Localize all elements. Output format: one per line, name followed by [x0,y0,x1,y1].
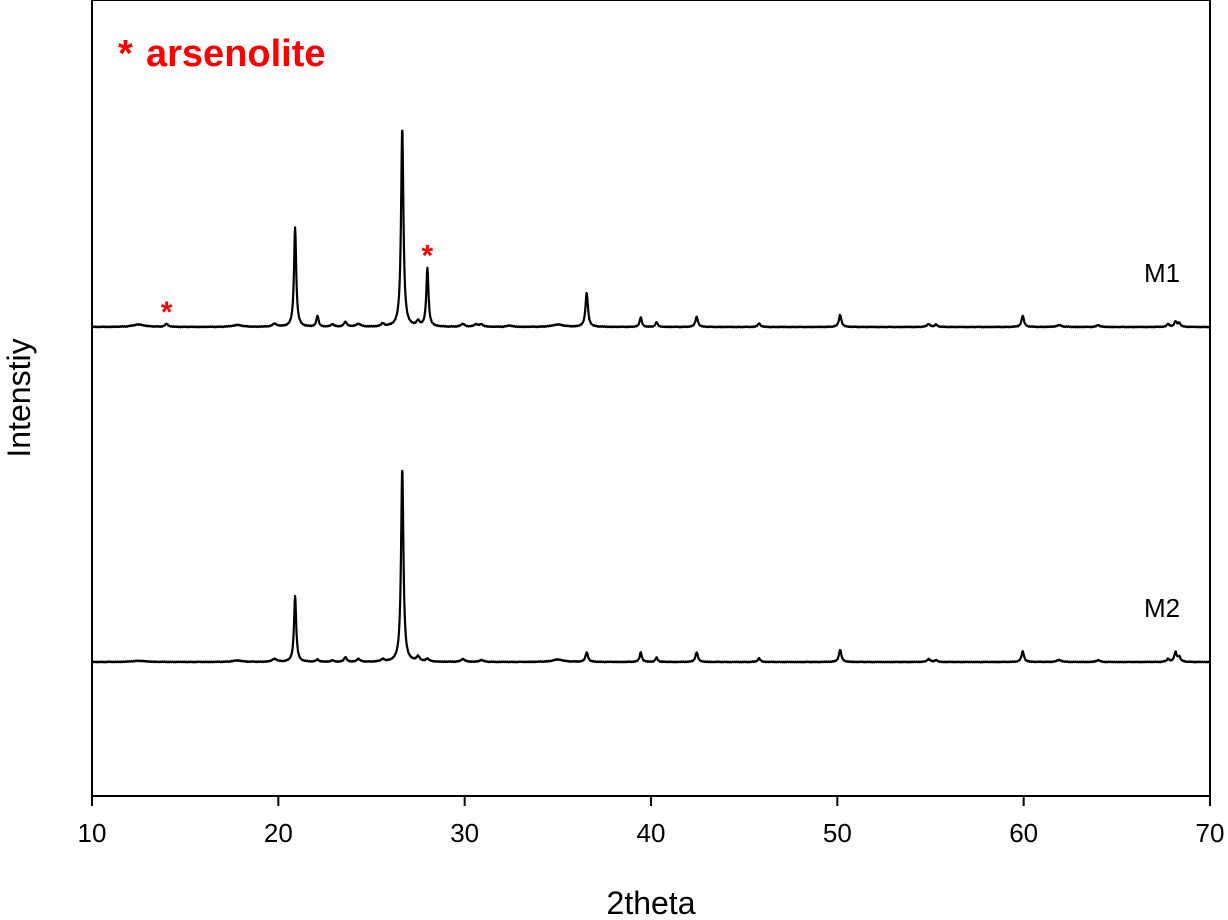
x-tick-label: 70 [1196,818,1225,848]
legend: * arsenolite [118,33,326,75]
x-tick-label: 30 [450,818,479,848]
legend-label: arsenolite [146,33,326,75]
series-label-m1: M1 [1144,258,1180,288]
series-label-m2: M2 [1144,593,1180,623]
arsenolite-marker: * [422,240,434,273]
arsenolite-markers: ** [161,240,434,330]
y-axis-title: Intenstiy [1,338,37,457]
x-axis-title: 2theta [607,885,696,920]
x-tick-label: 20 [264,818,293,848]
plot-area-frame [91,0,1211,797]
x-tick-label: 40 [637,818,666,848]
x-tick-label: 10 [78,818,107,848]
diffraction-traces [91,129,1211,664]
series-labels: M1 M2 [1144,258,1180,623]
legend-marker: * [118,33,133,75]
x-axis-ticks: 10 20 30 40 50 60 70 [78,796,1225,848]
x-tick-label: 60 [1009,818,1038,848]
series-line-m2 [91,469,1211,664]
arsenolite-marker: * [161,296,173,329]
series-line-m1 [91,129,1211,329]
x-tick-label: 50 [823,818,852,848]
